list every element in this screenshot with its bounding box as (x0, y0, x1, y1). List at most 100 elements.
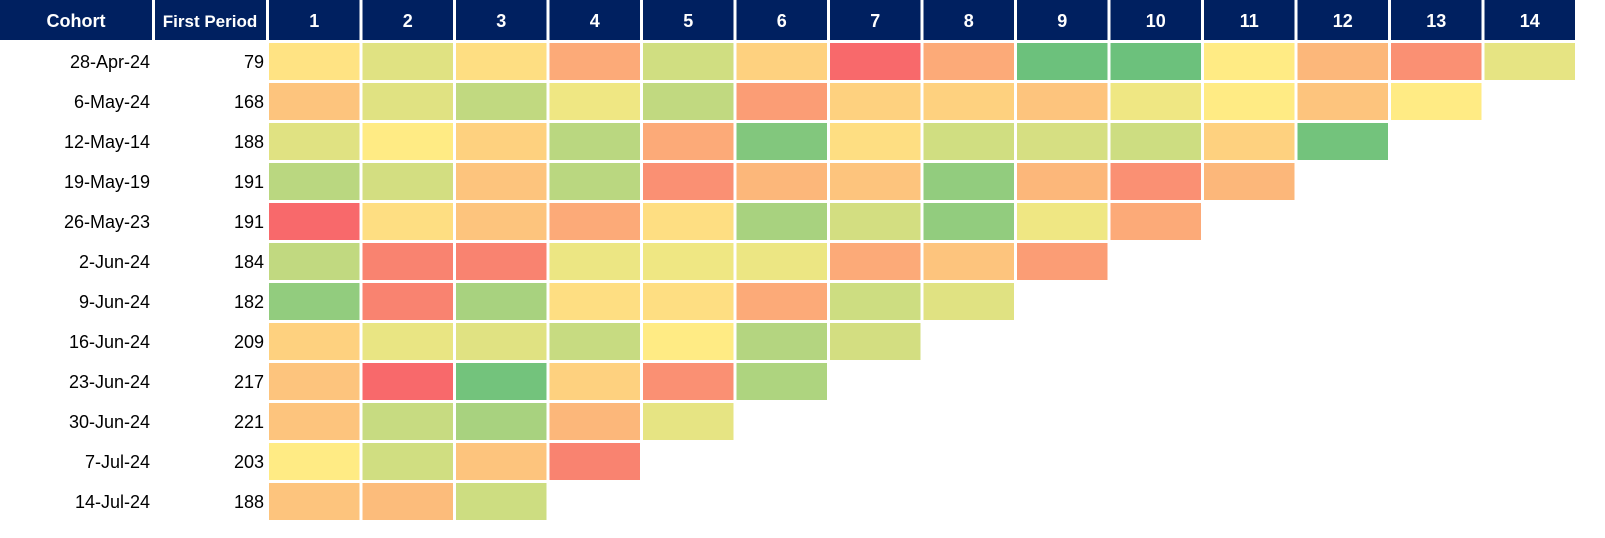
cohort-date-label: 19-May-19 (64, 172, 150, 192)
heatmap-cell (549, 363, 640, 400)
heatmap-cell (736, 83, 827, 120)
heatmap-cell (549, 163, 640, 200)
heatmap-cell (1391, 83, 1482, 120)
header-period-label: 1 (309, 11, 319, 31)
cohort-date-label: 7-Jul-24 (85, 452, 150, 472)
heatmap-cell (362, 163, 453, 200)
header-period-cell (269, 0, 360, 40)
cohort-date-label: 28-Apr-24 (70, 52, 150, 72)
heatmap-cell (830, 83, 921, 120)
heatmap-cell (269, 243, 360, 280)
heatmap-cell (643, 403, 734, 440)
cohort-date-label: 9-Jun-24 (79, 292, 150, 312)
heatmap-cell (643, 83, 734, 120)
heatmap-cell (362, 243, 453, 280)
header-period-cell (1017, 0, 1108, 40)
heatmap-cell (362, 83, 453, 120)
heatmap-cell (456, 83, 547, 120)
first-period-value: 209 (234, 332, 264, 352)
heatmap-cell (830, 203, 921, 240)
heatmap-cell (1204, 123, 1295, 160)
first-period-value: 203 (234, 452, 264, 472)
heatmap-cell (736, 203, 827, 240)
header-period-cell (456, 0, 547, 40)
heatmap-cell (830, 283, 921, 320)
header-period-cell (549, 0, 640, 40)
heatmap-cell (269, 203, 360, 240)
heatmap-cell (736, 163, 827, 200)
heatmap-cell (830, 243, 921, 280)
heatmap-cell (269, 443, 360, 480)
heatmap-cell (549, 123, 640, 160)
heatmap-cell (1017, 163, 1108, 200)
heatmap-cell (1110, 123, 1201, 160)
heatmap-cell (456, 403, 547, 440)
header-period-cell (1484, 0, 1575, 40)
header-period-label: 9 (1057, 11, 1067, 31)
heatmap-cell (456, 363, 547, 400)
cohort-date-label: 6-May-24 (74, 92, 150, 112)
heatmap-cell (269, 43, 360, 80)
heatmap-cell (456, 163, 547, 200)
cohort-date-label: 14-Jul-24 (75, 492, 150, 512)
header-period-label: 6 (777, 11, 787, 31)
heatmap-cell (456, 483, 547, 520)
header-period-cell (1110, 0, 1201, 40)
header-period-label: 10 (1146, 11, 1166, 31)
heatmap-cell (362, 323, 453, 360)
header-period-cell (923, 0, 1014, 40)
heatmap-cell (1297, 123, 1388, 160)
heatmap-cell (830, 43, 921, 80)
heatmap-cell (830, 123, 921, 160)
heatmap-cell (736, 243, 827, 280)
heatmap-cell (549, 283, 640, 320)
heatmap-cell (456, 203, 547, 240)
heatmap-cell (269, 363, 360, 400)
first-period-value: 221 (234, 412, 264, 432)
cohort-date-label: 23-Jun-24 (69, 372, 150, 392)
heatmap-cell (643, 203, 734, 240)
heatmap-cell (736, 43, 827, 80)
heatmap-cell (549, 243, 640, 280)
heatmap-cell (362, 203, 453, 240)
heatmap-cell (1017, 43, 1108, 80)
heatmap-cell (362, 363, 453, 400)
header-period-label: 7 (870, 11, 880, 31)
header-period-label: 3 (496, 11, 506, 31)
heatmap-cell (923, 283, 1014, 320)
first-period-value: 79 (244, 52, 264, 72)
heatmap-cell (1017, 83, 1108, 120)
header-period-cell (736, 0, 827, 40)
heatmap-cell (549, 403, 640, 440)
heatmap-cell (362, 283, 453, 320)
first-period-value: 217 (234, 372, 264, 392)
heatmap-cell (923, 163, 1014, 200)
heatmap-cell (269, 283, 360, 320)
heatmap-cell (923, 43, 1014, 80)
heatmap-cell (456, 323, 547, 360)
heatmap-cell (269, 123, 360, 160)
heatmap-cell (269, 163, 360, 200)
first-period-value: 191 (234, 212, 264, 232)
first-period-value: 191 (234, 172, 264, 192)
heatmap-cell (269, 483, 360, 520)
heatmap-cell (456, 283, 547, 320)
heatmap-cell (1110, 203, 1201, 240)
heatmap-cell (643, 283, 734, 320)
heatmap-cell (643, 123, 734, 160)
heatmap-cell (1391, 43, 1482, 80)
heatmap-cell (362, 443, 453, 480)
heatmap-cell (643, 163, 734, 200)
heatmap-cell (1204, 163, 1295, 200)
heatmap-cell (1297, 83, 1388, 120)
header-period-label: 2 (403, 11, 413, 31)
heatmap-cell (549, 323, 640, 360)
header-period-cell (643, 0, 734, 40)
heatmap-cell (549, 83, 640, 120)
heatmap-cell (736, 363, 827, 400)
heatmap-cell (830, 163, 921, 200)
heatmap-cell (923, 243, 1014, 280)
header-first-period-label: First Period (163, 12, 257, 31)
first-period-value: 184 (234, 252, 264, 272)
